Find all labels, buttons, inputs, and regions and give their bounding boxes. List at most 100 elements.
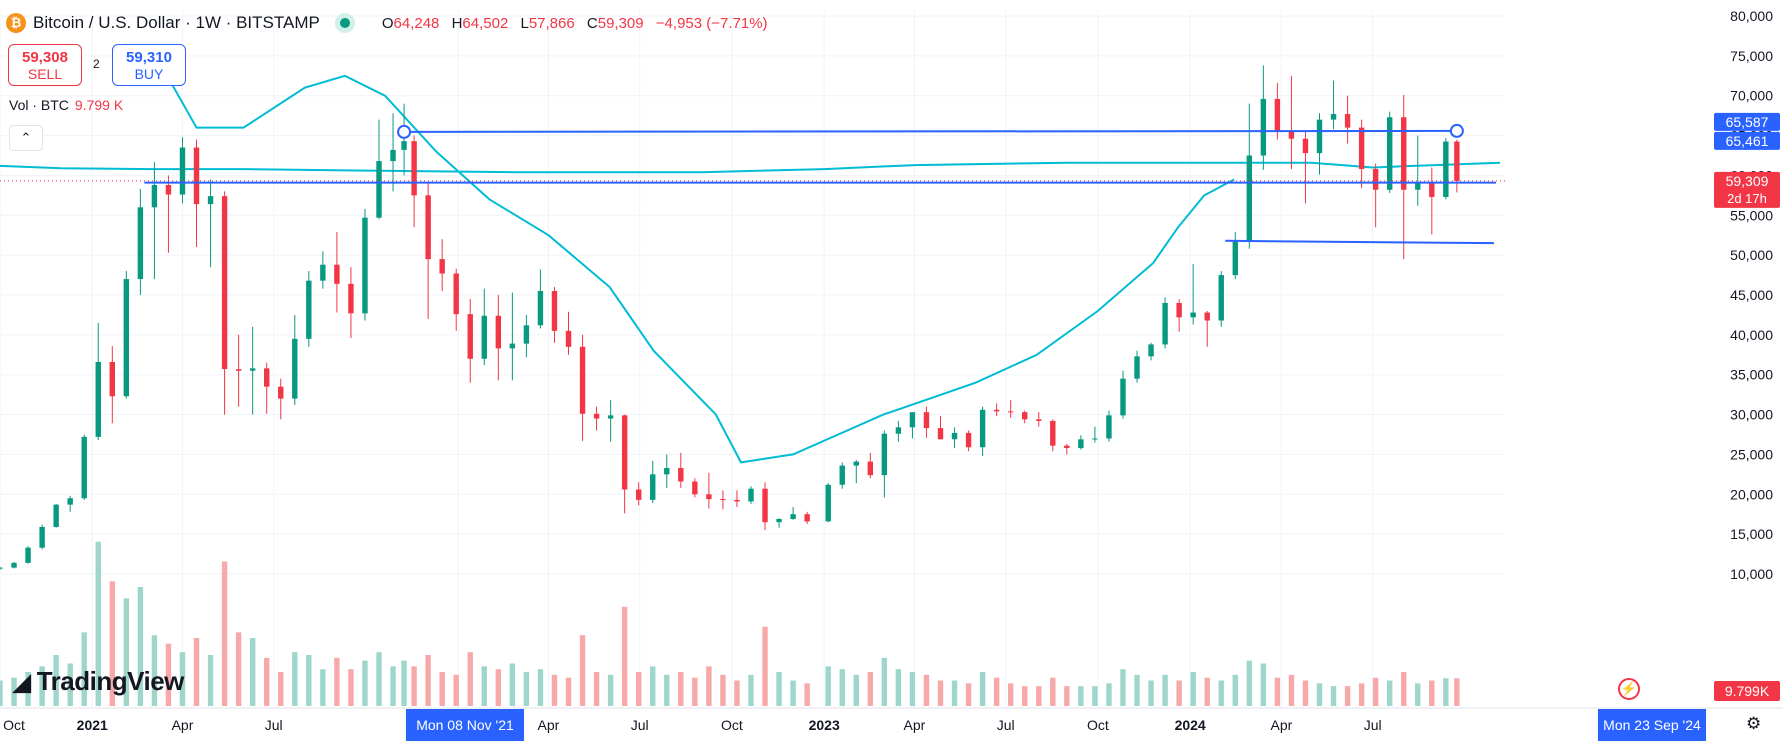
crosshair-date-label: Mon 23 Sep '24: [1603, 717, 1701, 733]
candle-body: [1036, 419, 1042, 421]
candle-body: [1190, 312, 1196, 318]
candle: [453, 268, 459, 331]
candle-body: [551, 291, 558, 331]
volume-bar: [1162, 674, 1168, 706]
volume-bar: [1036, 686, 1042, 706]
candle: [650, 460, 656, 504]
volume-bar: [607, 674, 614, 706]
volume-bar: [1120, 669, 1126, 706]
collapse-chevron-icon[interactable]: ⌃: [9, 125, 43, 151]
time-tick-label: Oct: [3, 717, 25, 733]
candle-body: [762, 488, 768, 523]
volume-bar: [1358, 683, 1365, 706]
price-tick-label: 75,000: [1730, 48, 1773, 64]
candle-body: [1022, 412, 1028, 420]
price-tick-label: 50,000: [1730, 247, 1773, 263]
buy-label: BUY: [134, 66, 164, 82]
time-tick-label: Apr: [538, 717, 560, 733]
candle-body: [635, 489, 642, 500]
candle: [1050, 419, 1056, 452]
candle: [481, 288, 487, 366]
tradingview-logo[interactable]: ◢ TradingView: [12, 666, 184, 697]
candle: [292, 314, 298, 406]
price-axis[interactable]: 10,000 15,000 20,000 25,000 30,000 35,000 40,0…: [1505, 0, 1783, 708]
trendline[interactable]: [404, 129, 1457, 133]
trendline-handle[interactable]: [1449, 123, 1464, 138]
volume-bar: [362, 660, 368, 706]
price-tag[interactable]: [1714, 112, 1780, 131]
crosshair-date-tag[interactable]: [406, 709, 524, 741]
trendline[interactable]: [1225, 239, 1494, 245]
volume-legend[interactable]: Vol · BTC 9.799 K: [9, 97, 123, 113]
candle-body: [95, 361, 101, 437]
volume-bar: [193, 638, 200, 706]
candle-body: [264, 368, 270, 387]
candle: [411, 135, 417, 228]
flash-icon[interactable]: ⚡: [1618, 678, 1640, 700]
volume-bar: [1288, 674, 1295, 706]
trendline-handle[interactable]: [397, 124, 412, 139]
candle-body: [853, 461, 859, 466]
volume-bar: [951, 680, 958, 706]
candle-body: [537, 291, 544, 326]
candle: [67, 495, 73, 512]
volume-bar: [509, 663, 516, 706]
candle-body: [678, 467, 684, 482]
trendlines[interactable]: [0, 123, 1505, 245]
volume-bar: [264, 657, 270, 706]
price-tag-label: 65,461: [1726, 133, 1769, 149]
volume-bar: [390, 666, 396, 706]
volume-bar: [376, 652, 382, 706]
candle: [762, 482, 768, 531]
candle-body: [109, 361, 115, 397]
gear-icon[interactable]: ⚙: [1746, 714, 1762, 734]
volume-bar: [993, 677, 1000, 706]
candle-body: [1232, 241, 1238, 276]
candle-body: [1092, 438, 1098, 440]
candle: [853, 460, 859, 484]
volume-bar: [776, 672, 782, 706]
candle-body: [1050, 420, 1056, 446]
volume-bar: [235, 632, 242, 706]
candle: [720, 490, 726, 510]
sell-button[interactable]: 59,308 SELL: [8, 44, 82, 86]
moving-average-line: [150, 47, 1235, 464]
candle-body: [439, 259, 445, 274]
volume-bar: [1050, 677, 1056, 706]
candle: [804, 511, 810, 524]
candle: [509, 292, 516, 381]
candle: [1092, 426, 1098, 443]
sell-label: SELL: [27, 66, 63, 82]
candle: [193, 139, 200, 248]
volume-bar: [881, 657, 888, 706]
candle-body: [362, 217, 368, 314]
symbol-title[interactable]: Bitcoin / U.S. Dollar · 1W · BITSTAMP: [33, 13, 320, 32]
candle: [1106, 410, 1112, 442]
candle: [401, 103, 407, 176]
volume-bar: [839, 669, 845, 706]
volume-bar: [278, 672, 284, 706]
last-price-tag[interactable]: [1714, 171, 1780, 208]
time-axis[interactable]: Oct2021AprJul2022AprJulOct2023AprJulOct2…: [0, 707, 1783, 741]
candle-body: [881, 433, 888, 476]
candle-body: [221, 196, 228, 370]
candle-body: [165, 184, 172, 195]
crosshair-date-tag[interactable]: [1598, 709, 1706, 741]
price-tick-label: 70,000: [1730, 88, 1773, 104]
buy-button[interactable]: 59,310 BUY: [112, 44, 186, 86]
candle-body: [453, 273, 459, 315]
price-tag[interactable]: [1714, 131, 1780, 150]
candle: [951, 427, 958, 449]
candle-body: [376, 161, 382, 218]
volume-bar: [1007, 683, 1014, 706]
candle: [439, 239, 445, 292]
candle-body: [579, 346, 586, 414]
volume-tag[interactable]: [1714, 681, 1780, 701]
volume-bar: [1386, 680, 1393, 706]
candle: [790, 507, 796, 520]
candle: [95, 322, 101, 441]
candle-body: [401, 141, 407, 150]
volume-bar: [1260, 663, 1267, 706]
candle-body: [839, 465, 845, 485]
